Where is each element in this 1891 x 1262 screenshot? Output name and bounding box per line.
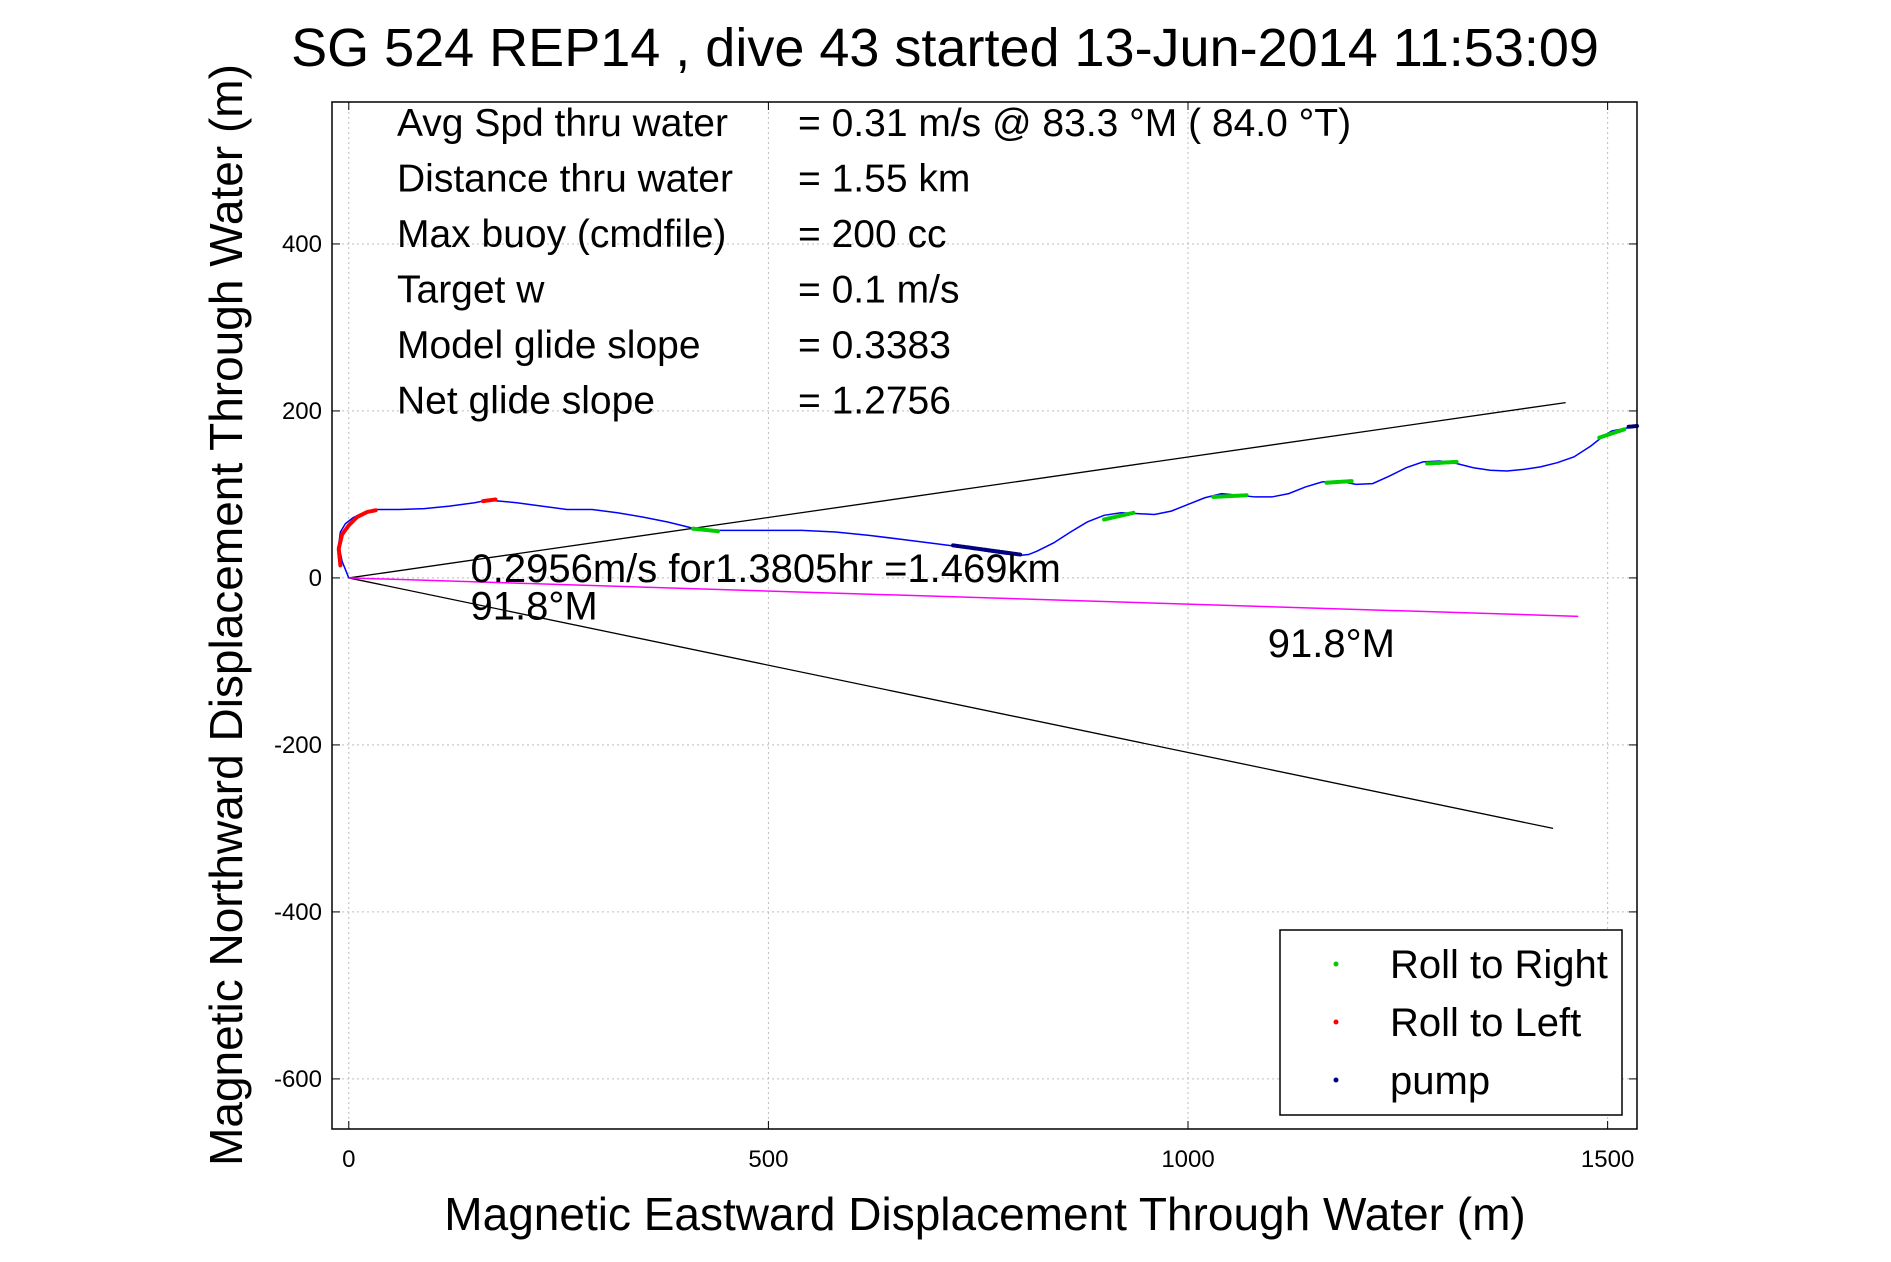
legend-marker <box>1333 1019 1339 1025</box>
info-value: = 1.55 km <box>798 158 970 201</box>
info-value: = 0.3383 <box>798 324 951 367</box>
y-tick-label: -600 <box>274 1066 322 1093</box>
y-tick-label: -400 <box>274 899 322 926</box>
info-label: Net glide slope <box>397 380 655 423</box>
x-tick-label: 0 <box>342 1146 355 1173</box>
legend-label: pump <box>1390 1059 1490 1103</box>
y-tick-label: -200 <box>274 732 322 759</box>
plot-data <box>336 401 1639 830</box>
plot-annotation: 91.8°M <box>1268 622 1395 666</box>
info-label: Distance thru water <box>397 158 733 201</box>
info-block: Avg Spd thru water = 0.31 m/s @ 83.3 °M (… <box>397 102 1351 423</box>
plot-frame <box>331 101 1638 1130</box>
roll-right-segment <box>1211 493 1249 499</box>
info-value: = 0.1 m/s <box>798 269 959 312</box>
roll-left-segment <box>336 508 378 568</box>
x-axis-label: Magnetic Eastward Displacement Through W… <box>444 1188 1525 1240</box>
y-tick-label: 200 <box>282 398 322 425</box>
chart-title: SG 524 REP14 , dive 43 started 13-Jun-20… <box>291 18 1599 78</box>
info-label: Target w <box>397 269 545 312</box>
axis-ticks: 0 500 1000 1500 -600 -400 -200 0 200 400 <box>274 102 1637 1173</box>
info-label: Model glide slope <box>397 324 701 367</box>
x-tick-label: 1000 <box>1161 1146 1214 1173</box>
roll-right-segment <box>1324 479 1354 485</box>
annotations: 0.2956m/s for1.3805hr =1.469km91.8°M91.8… <box>470 547 1394 666</box>
envelope-line <box>348 577 1554 830</box>
track-line <box>337 425 1638 579</box>
legend: Roll to Right Roll to Left pump <box>1279 929 1623 1116</box>
pump-segment <box>1626 423 1639 429</box>
envelope-line <box>348 401 1566 579</box>
roll-left-segment <box>481 497 498 504</box>
legend-label: Roll to Right <box>1390 943 1608 987</box>
info-label: Max buoy (cmdfile) <box>397 213 726 256</box>
x-tick-label: 1500 <box>1581 1146 1634 1173</box>
roll-right-segment <box>1102 510 1136 522</box>
plot-annotation: 0.2956m/s for1.3805hr =1.469km <box>470 547 1060 591</box>
roll-right-segment <box>1425 459 1459 466</box>
x-tick-label: 500 <box>748 1146 788 1173</box>
heading-line <box>348 577 1579 618</box>
info-value: = 0.31 m/s @ 83.3 °M ( 84.0 °T) <box>798 102 1351 145</box>
y-axis-label: Magnetic Northward Displacement Through … <box>200 64 252 1166</box>
legend-label: Roll to Left <box>1390 1001 1581 1045</box>
pump-segment <box>951 543 1023 557</box>
info-label: Avg Spd thru water <box>397 102 728 145</box>
info-value: = 1.2756 <box>798 380 951 423</box>
roll-right-segment <box>1597 427 1627 440</box>
info-value: = 200 cc <box>798 213 947 256</box>
plot-annotation: 91.8°M <box>470 585 597 629</box>
roll-right-segment <box>690 526 721 534</box>
y-tick-label: 0 <box>309 565 322 592</box>
legend-marker <box>1333 961 1339 967</box>
y-tick-label: 400 <box>282 231 322 258</box>
legend-marker <box>1333 1077 1339 1083</box>
